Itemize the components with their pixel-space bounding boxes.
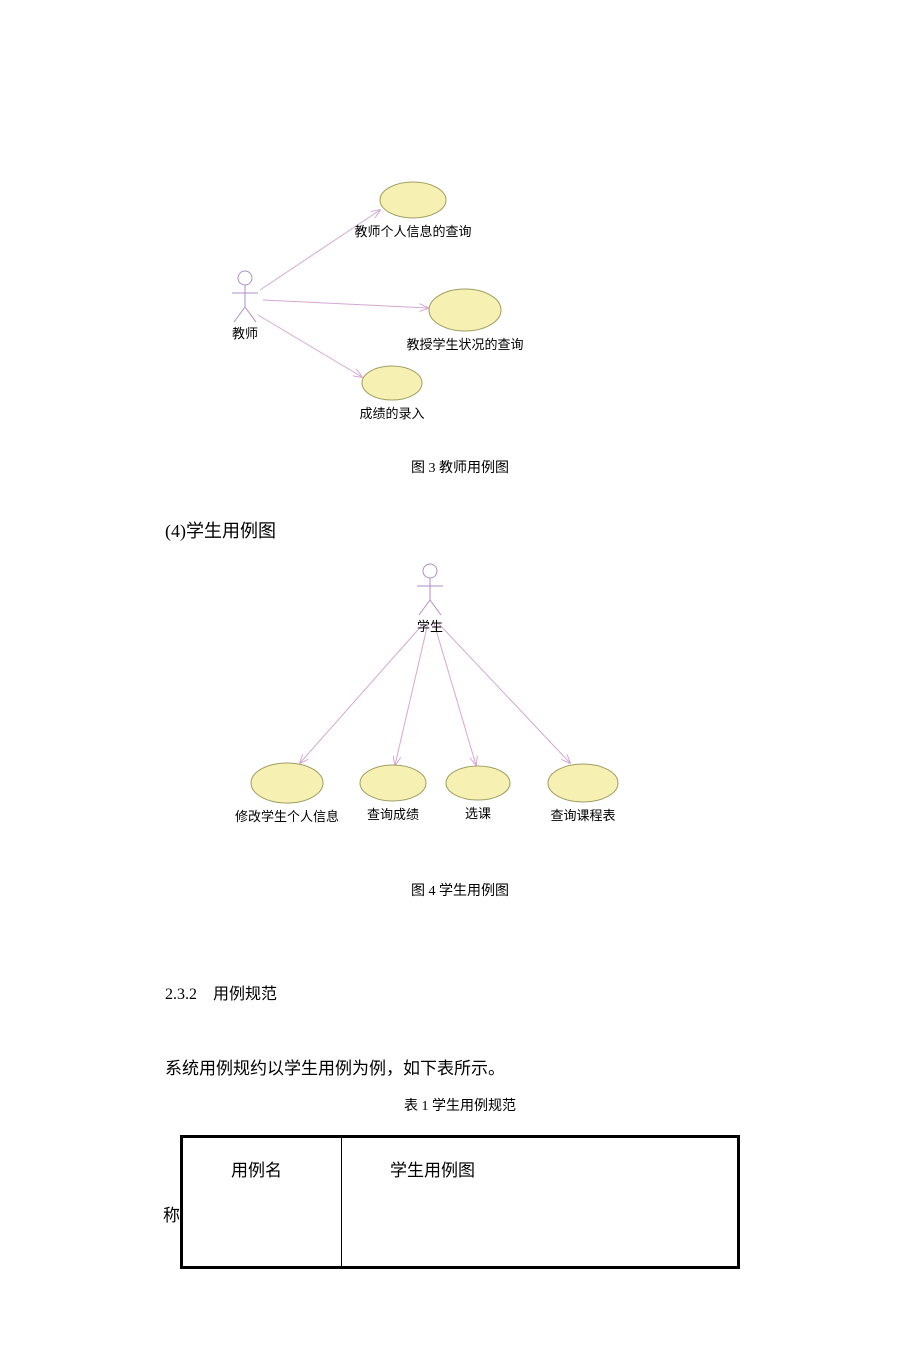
teacher-usecase-diagram: 教师 教师个人信息的查询教授学生状况的查询成绩的录入 <box>0 80 920 440</box>
table-cell-name-label: 用例名 称 <box>182 1137 342 1268</box>
table-cell-name-value: 学生用例图 <box>342 1137 739 1268</box>
association-arrow <box>434 623 476 765</box>
figure3-caption: 图 3 教师用例图 <box>0 457 920 477</box>
usecase-label: 选课 <box>465 806 491 821</box>
usecase-uc2: 教授学生状况的查询 <box>406 289 523 352</box>
actor-学生: 学生 <box>417 564 443 634</box>
usecase-sc2: 查询成绩 <box>360 765 426 822</box>
body-paragraph: 系统用例规约以学生用例为例，如下表所示。 <box>165 1054 920 1079</box>
usecase-spec-table: 用例名 称 学生用例图 <box>180 1135 740 1269</box>
table-row: 用例名 称 学生用例图 <box>182 1137 739 1268</box>
usecase-label: 查询成绩 <box>367 807 419 822</box>
actor-label: 教师 <box>232 326 258 341</box>
usecase-sc3: 选课 <box>446 766 510 821</box>
association-arrow <box>300 623 424 763</box>
usecase-label: 修改学生个人信息 <box>235 809 339 824</box>
usecase-uc3: 成绩的录入 <box>359 366 424 421</box>
cell-text: 学生用例图 <box>390 1161 475 1180</box>
table1-caption: 表 1 学生用例规范 <box>0 1095 920 1115</box>
cell-text: 用例名 <box>231 1161 282 1180</box>
usecase-uc1: 教师个人信息的查询 <box>354 182 471 239</box>
usecase-sc1: 修改学生个人信息 <box>235 763 339 824</box>
section-2-3-2-heading: 2.3.2 用例规范 <box>165 980 920 1004</box>
association-arrow <box>438 623 570 763</box>
cell-text-suffix: 称 <box>163 1201 180 1226</box>
actor-教师: 教师 <box>232 271 258 341</box>
usecase-label: 教师个人信息的查询 <box>354 224 471 239</box>
usecase-label: 教授学生状况的查询 <box>406 337 523 352</box>
usecase-label: 查询课程表 <box>550 808 615 823</box>
figure4-caption: 图 4 学生用例图 <box>0 880 920 900</box>
usecase-label: 成绩的录入 <box>359 406 424 421</box>
association-arrow <box>263 300 428 308</box>
association-arrow <box>258 315 362 377</box>
student-usecase-diagram: 学生修改学生个人信息 查询成绩 选课 查询课程表 <box>0 543 920 863</box>
association-arrow <box>395 623 428 765</box>
actor-label: 学生 <box>417 619 443 634</box>
association-arrow <box>260 210 380 290</box>
section-heading-4: (4)学生用例图 <box>165 517 920 543</box>
usecase-sc4: 查询课程表 <box>548 764 618 823</box>
